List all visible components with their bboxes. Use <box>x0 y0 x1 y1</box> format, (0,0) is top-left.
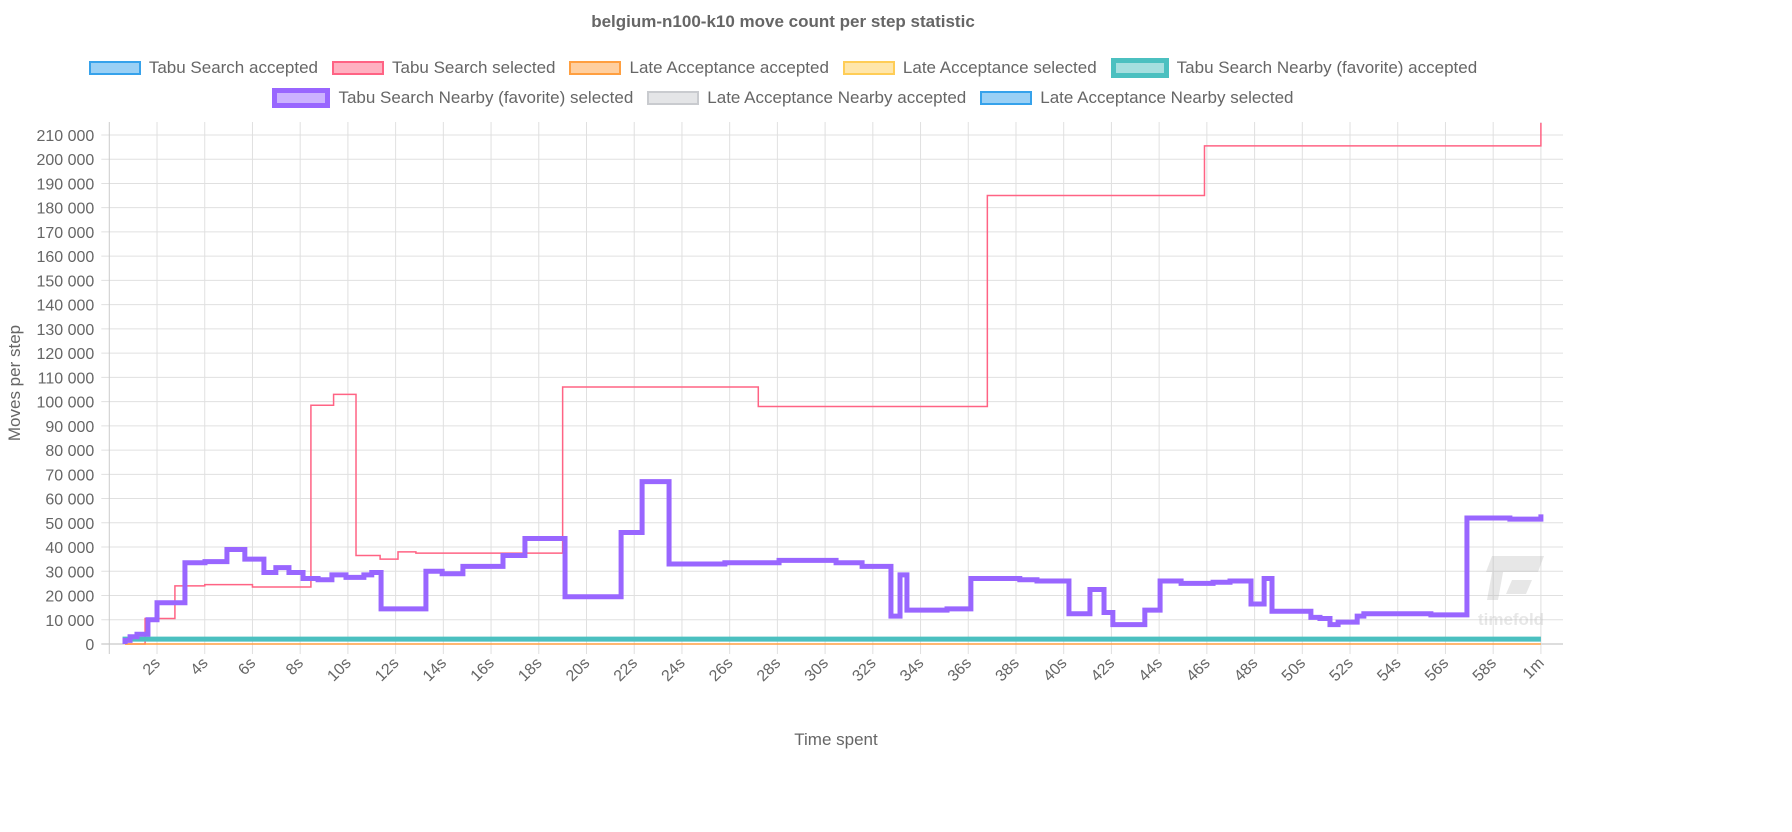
legend-swatch <box>980 91 1033 105</box>
legend-swatch <box>842 61 895 75</box>
legend-swatch <box>331 61 384 75</box>
y-axis-title: Moves per step <box>5 325 24 441</box>
y-tick-label: 30 000 <box>45 564 94 581</box>
legend-row: Tabu Search accepted Tabu Search selected… <box>0 58 1566 78</box>
x-tick-label: 30s <box>802 655 832 685</box>
y-tick-label: 80 000 <box>45 443 94 460</box>
y-tick-label: 170 000 <box>36 225 94 242</box>
logo-mark <box>1486 556 1544 600</box>
x-tick-label: 28s <box>754 655 784 685</box>
legend-item[interactable]: Late Acceptance selected <box>842 58 1097 78</box>
y-tick-label: 180 000 <box>36 201 94 218</box>
x-tick-label: 22s <box>611 655 641 685</box>
x-tick-label: 16s <box>468 655 498 685</box>
timefold-logo-watermark: timefold <box>1478 556 1544 629</box>
x-tick-label: 58s <box>1470 655 1500 685</box>
legend-label: Tabu Search accepted <box>148 58 318 77</box>
x-tick-label: 12s <box>372 655 402 685</box>
chart-title: belgium-n100-k10 move count per step sta… <box>591 12 975 31</box>
x-tick-label: 26s <box>706 655 736 685</box>
x-tick-label: 20s <box>563 655 593 685</box>
x-tick-label: 44s <box>1136 655 1166 685</box>
x-tick-label: 36s <box>945 655 975 685</box>
x-tick-label: 10s <box>324 655 354 685</box>
legend-label: Late Acceptance Nearby accepted <box>707 88 967 107</box>
legend-swatch <box>272 88 331 108</box>
x-tick-label: 8s <box>283 655 307 679</box>
y-tick-label: 20 000 <box>45 589 94 606</box>
legend-label: Late Acceptance selected <box>902 58 1097 77</box>
x-tick-label: 54s <box>1374 655 1404 685</box>
legend-item[interactable]: Tabu Search Nearby (favorite) accepted <box>1110 58 1478 78</box>
y-tick-label: 70 000 <box>45 467 94 484</box>
legend-item[interactable]: Tabu Search Nearby (favorite) selected <box>272 88 633 108</box>
y-tick-label: 130 000 <box>36 322 94 339</box>
y-tick-label: 90 000 <box>45 419 94 436</box>
legend-swatch <box>647 91 700 105</box>
grid <box>101 122 1563 654</box>
y-tick-label: 190 000 <box>36 176 94 193</box>
y-tick-label: 160 000 <box>36 249 94 266</box>
legend-item[interactable]: Late Acceptance Nearby selected <box>980 88 1294 108</box>
x-tick-label: 32s <box>849 655 879 685</box>
legend-label: Late Acceptance Nearby selected <box>1040 88 1294 107</box>
x-tick-label: 14s <box>420 655 450 685</box>
x-tick-label: 1m <box>1520 655 1548 683</box>
y-tick-label: 110 000 <box>38 370 95 387</box>
x-tick-label: 34s <box>897 655 927 685</box>
x-tick-label: 4s <box>188 655 212 679</box>
series-line-tabu-search-nearby-favorite-selected <box>122 479 1544 644</box>
legend-label: Late Acceptance accepted <box>629 58 829 77</box>
x-axis-title: Time spent <box>794 730 878 749</box>
x-tick-label: 6s <box>235 655 259 679</box>
x-tick-label: 48s <box>1231 655 1261 685</box>
y-tick-label: 0 <box>85 637 94 654</box>
y-tick-label: 140 000 <box>36 298 94 315</box>
x-tick-label: 40s <box>1040 655 1070 685</box>
legend-label: Tabu Search Nearby (favorite) accepted <box>1176 58 1478 77</box>
legend-row: Tabu Search Nearby (favorite) selected La… <box>0 88 1566 108</box>
x-tick-label: 50s <box>1279 655 1309 685</box>
x-tick-label: 38s <box>993 655 1023 685</box>
y-tick-label: 200 000 <box>36 152 94 169</box>
legend-swatch <box>569 61 622 75</box>
legend-item[interactable]: Tabu Search accepted <box>88 58 318 78</box>
x-tick-label: 52s <box>1327 655 1357 685</box>
x-tick-label: 2s <box>140 655 164 679</box>
legend-label: Tabu Search selected <box>391 58 556 77</box>
x-tick-label: 46s <box>1183 655 1213 685</box>
series-layer <box>122 122 1544 645</box>
legend-label: Tabu Search Nearby (favorite) selected <box>338 88 634 107</box>
y-tick-label: 40 000 <box>45 540 94 557</box>
x-tick-label: 42s <box>1088 655 1118 685</box>
y-tick-label: 50 000 <box>45 516 94 533</box>
y-tick-label: 150 000 <box>36 273 94 290</box>
legend-item[interactable]: Tabu Search selected <box>331 58 556 78</box>
series-line-tabu-search-selected <box>125 122 1542 645</box>
logo-text: timefold <box>1478 610 1544 629</box>
x-tick-label: 56s <box>1422 655 1452 685</box>
legend-item[interactable]: Late Acceptance accepted <box>569 58 829 78</box>
y-tick-label: 10 000 <box>45 613 94 630</box>
y-tick-label: 120 000 <box>36 346 94 363</box>
legend-swatch <box>88 61 141 75</box>
legend-swatch <box>1110 58 1169 78</box>
legend-item[interactable]: Late Acceptance Nearby accepted <box>647 88 966 108</box>
x-tick-label: 18s <box>515 655 545 685</box>
y-tick-label: 100 000 <box>36 395 94 412</box>
x-tick-label: 24s <box>659 655 689 685</box>
y-tick-label: 210 000 <box>36 128 94 145</box>
y-tick-label: 60 000 <box>45 492 94 509</box>
